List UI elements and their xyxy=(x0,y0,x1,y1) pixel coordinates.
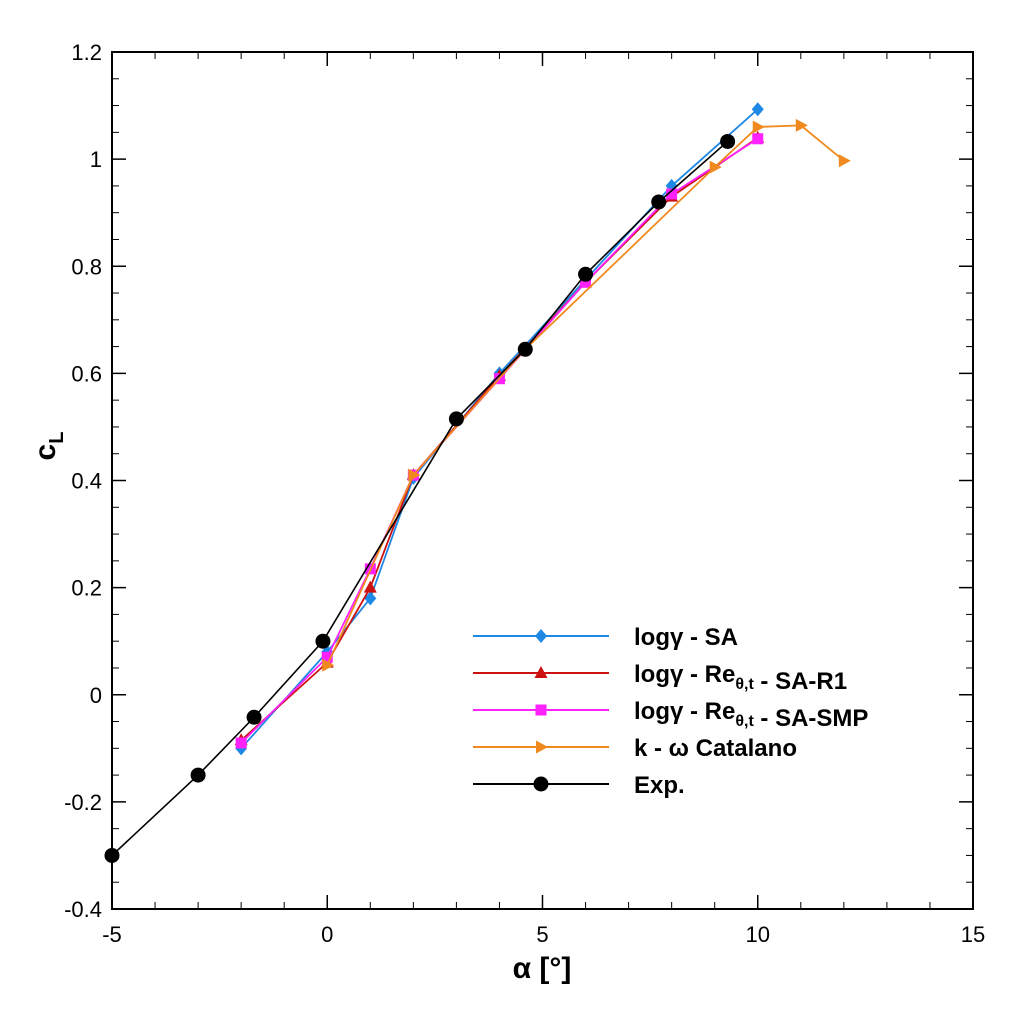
legend-label-text: logγ - Re xyxy=(634,698,735,725)
y-tick-label: 0.6 xyxy=(71,361,102,386)
data-point-k-omega-catalano xyxy=(795,118,808,132)
legend-label-text: logγ - Re xyxy=(634,661,735,688)
legend-entry-log-gamma-re-sa-smp: logγ - Reθ,t - SA-SMP xyxy=(473,698,868,732)
data-point-exp xyxy=(190,767,206,783)
data-point-log-gamma-re-sa-smp xyxy=(580,276,592,288)
legend-label-text: k - ω Catalano xyxy=(634,735,797,762)
data-point-log-gamma-sa xyxy=(364,591,377,606)
legend-entry-k-omega-catalano: k - ω Catalano xyxy=(473,735,797,762)
legend-swatch-marker xyxy=(535,704,547,716)
data-point-log-gamma-re-sa-r1 xyxy=(363,580,377,593)
minor-ticks xyxy=(112,52,973,909)
data-point-exp xyxy=(720,133,736,149)
data-point-exp xyxy=(578,266,594,282)
y-tick-label: 1.2 xyxy=(71,40,102,65)
series-exp xyxy=(104,133,736,863)
y-axis-title: cL xyxy=(29,432,68,461)
data-point-exp xyxy=(651,194,667,210)
legend-label-log-gamma-re-sa-smp: logγ - Reθ,t - SA-SMP xyxy=(634,698,868,732)
legend-swatch-marker xyxy=(536,740,548,754)
legend-entry-log-gamma-re-sa-r1: logγ - Reθ,t - SA-R1 xyxy=(473,661,847,695)
legend-swatch-marker xyxy=(533,776,549,792)
y-tick-label: 0.4 xyxy=(71,469,102,494)
data-point-k-omega-catalano xyxy=(322,658,335,672)
legend-label-k-omega-catalano: k - ω Catalano xyxy=(634,735,797,762)
data-point-k-omega-catalano xyxy=(838,154,851,168)
y-tick-label: -0.4 xyxy=(64,897,102,922)
legend-entry-exp: Exp. xyxy=(473,772,685,799)
x-tick-labels: -5 0 5 10 15 xyxy=(102,922,985,947)
plot-frame xyxy=(111,51,974,910)
data-point-exp xyxy=(517,341,533,357)
legend-label-log-gamma-sa: logγ - SA xyxy=(634,624,738,651)
y-tick-label: 0 xyxy=(90,683,102,708)
legend-entry-log-gamma-sa: logγ - SA xyxy=(473,624,738,651)
series-layer xyxy=(104,102,851,863)
data-point-exp xyxy=(246,709,262,725)
x-tick-label: 10 xyxy=(746,922,770,947)
data-point-exp xyxy=(104,847,120,863)
x-tick-label: 0 xyxy=(321,922,333,947)
y-tick-labels: -0.4 -0.2 0 0.2 0.4 0.6 0.8 1 1.2 xyxy=(64,40,102,922)
y-tick-label: -0.2 xyxy=(64,790,102,815)
data-point-log-gamma-re-sa-smp xyxy=(752,133,764,145)
x-tick-label: -5 xyxy=(102,922,122,947)
data-point-k-omega-catalano xyxy=(408,468,421,482)
legend-swatch-marker xyxy=(535,629,547,643)
x-tick-label: 15 xyxy=(961,922,985,947)
legend-label-text: - SA-R1 xyxy=(754,668,847,695)
data-point-log-gamma-re-sa-smp xyxy=(235,737,247,749)
data-point-k-omega-catalano xyxy=(752,120,765,134)
y-tick-label: 0.8 xyxy=(71,254,102,279)
data-point-k-omega-catalano xyxy=(709,160,722,174)
x-tick-label: 5 xyxy=(536,922,548,947)
data-point-log-gamma-re-sa-smp xyxy=(666,188,678,200)
data-point-log-gamma-re-sa-smp xyxy=(321,651,333,663)
legend-swatch-marker xyxy=(534,666,548,678)
legend-label-exp: Exp. xyxy=(634,772,685,799)
y-axis-title-subscript: L xyxy=(46,432,68,444)
data-point-log-gamma-sa xyxy=(751,102,764,117)
legend-label-text: Exp. xyxy=(634,772,685,799)
data-point-exp xyxy=(448,411,464,427)
legend-label-text: - SA-SMP xyxy=(754,705,869,732)
legend-label-log-gamma-re-sa-r1: logγ - Reθ,t - SA-R1 xyxy=(634,661,847,695)
y-axis-title-main: c xyxy=(29,444,62,461)
legend-label-subscript: θ,t xyxy=(735,713,754,730)
data-point-exp xyxy=(315,633,331,649)
y-tick-label: 1 xyxy=(90,147,102,172)
y-tick-label: 0.2 xyxy=(71,576,102,601)
legend-label-text: logγ - SA xyxy=(634,624,738,651)
x-axis-title: α [°] xyxy=(513,952,572,985)
legend-label-subscript: θ,t xyxy=(735,676,754,693)
